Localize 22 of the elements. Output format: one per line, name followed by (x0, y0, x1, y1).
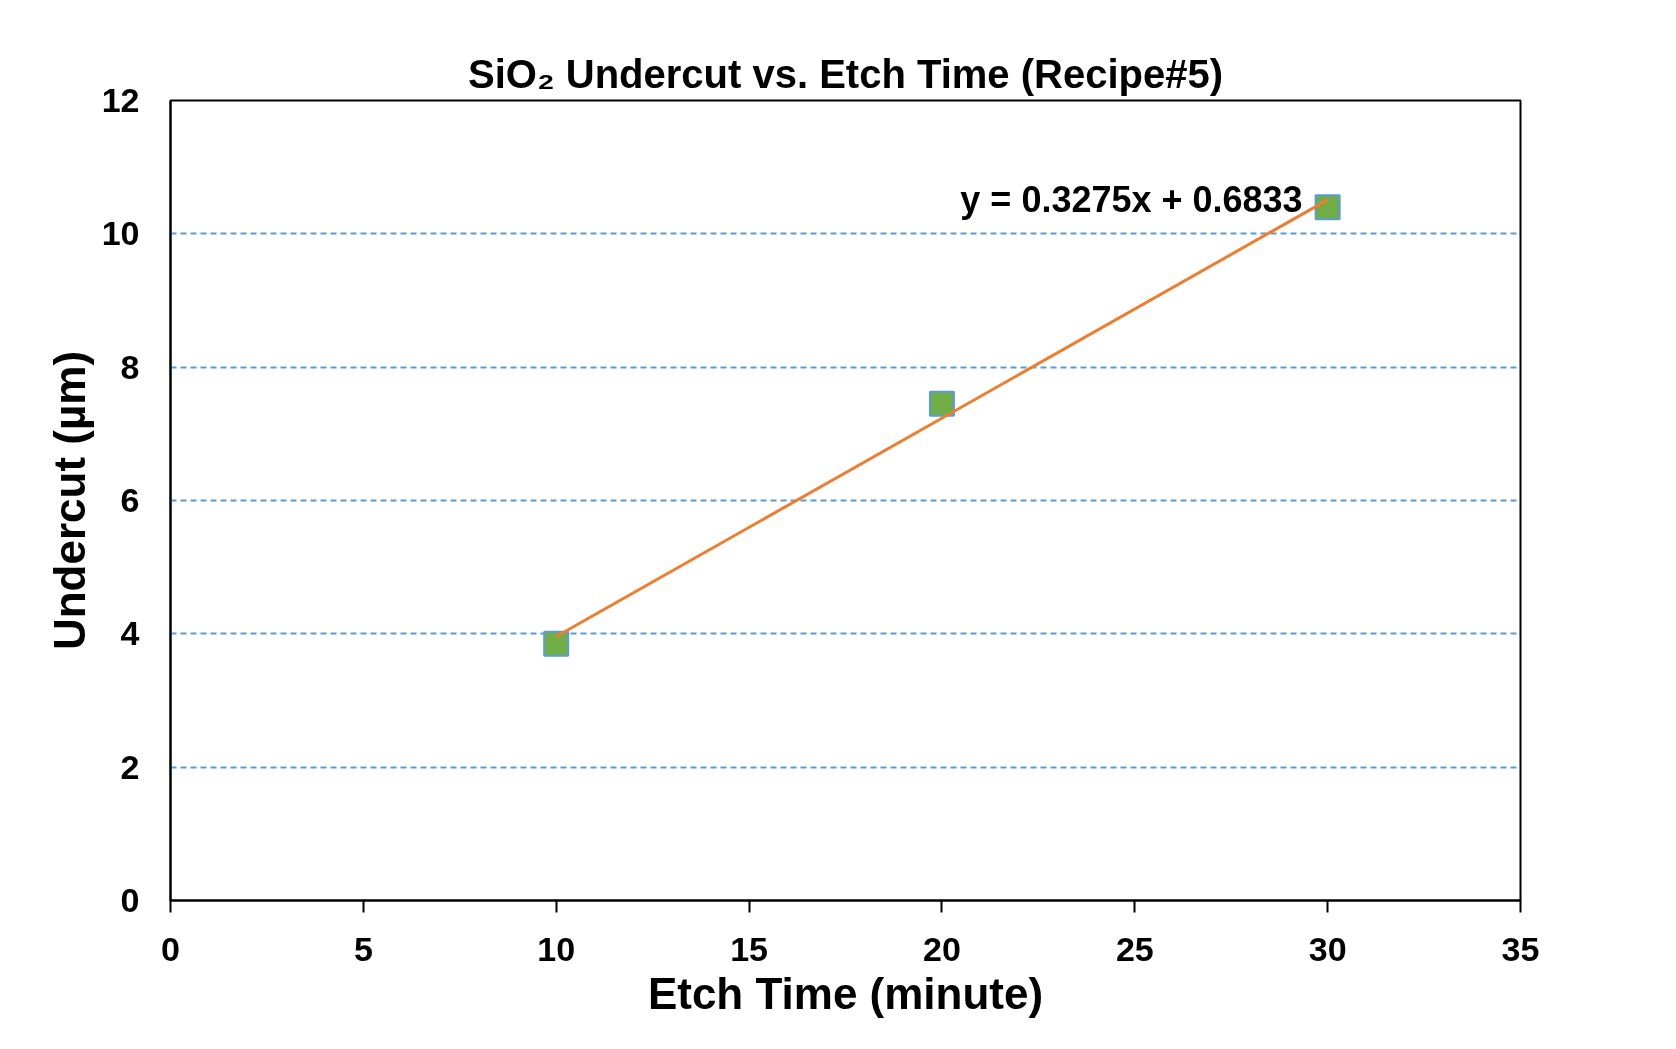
y-tick-label: 10 (101, 214, 140, 253)
y-axis-title: Undercut (µm) (44, 350, 94, 651)
y-tick-label: 0 (120, 881, 140, 919)
y-tick-label: 8 (120, 347, 140, 386)
x-tick-label: 30 (1308, 929, 1347, 968)
x-tick-label: 10 (537, 929, 576, 968)
point (1314, 194, 1341, 221)
x-tick-label: 35 (1501, 929, 1540, 968)
y-tick-label: 4 (120, 614, 140, 653)
annotation: y = 0.3275x + 0.6833 (960, 178, 1303, 220)
y-tick-label: 6 (120, 481, 140, 519)
chart-title: SiO₂ Undercut vs. Etch Time (Recipe#5) (467, 51, 1224, 96)
x-tick-label: 5 (353, 929, 373, 968)
x-tick-label: 25 (1115, 929, 1154, 968)
point (928, 390, 955, 417)
x-axis-title: Etch Time (minute) (647, 968, 1044, 1018)
x-tick-label: 20 (923, 929, 961, 968)
x-tick-label: 0 (161, 929, 180, 968)
x-tick-label: 15 (730, 929, 768, 968)
y-tick-label: 12 (101, 81, 140, 119)
point (543, 630, 570, 657)
y-tick-label: 2 (120, 747, 140, 786)
